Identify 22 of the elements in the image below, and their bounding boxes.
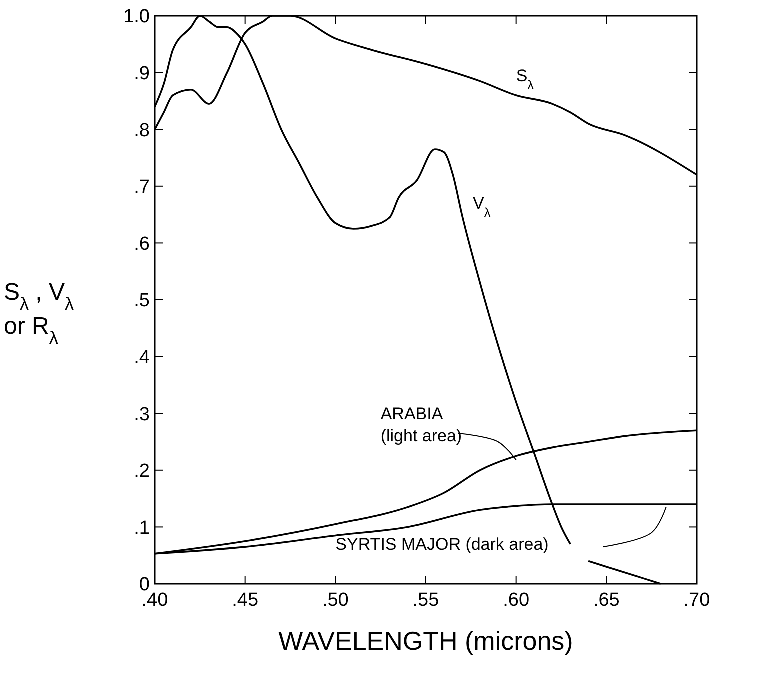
y-tick-label: 1.0 bbox=[124, 6, 150, 28]
series-label: V$_{λ}$ bbox=[472, 194, 492, 220]
x-tick-label: .55 bbox=[412, 590, 440, 611]
x-axis-title: WAVELENGTH (microns) bbox=[278, 626, 574, 656]
y-tick-label: .3 bbox=[134, 404, 150, 426]
y-tick-label: .2 bbox=[134, 461, 150, 482]
x-tick-label: .50 bbox=[322, 590, 349, 611]
series-label: ARABIA (light area) bbox=[380, 404, 462, 446]
y-tick-label: .9 bbox=[134, 63, 150, 84]
y-tick-label: .4 bbox=[134, 347, 150, 368]
y-tick-label: .8 bbox=[134, 120, 150, 142]
y-tick-label: .5 bbox=[134, 290, 150, 312]
y-axis-title: S$_{λ}$ , V$_{λ}$ or R$_{λ}$ bbox=[4, 279, 74, 348]
x-tick-label: .65 bbox=[593, 590, 620, 611]
x-tick-label: .70 bbox=[684, 590, 710, 611]
series-label: SYRTIS MAJOR (dark area) bbox=[336, 534, 549, 554]
series-label: S$_{λ}$ bbox=[516, 66, 535, 92]
x-tick-label: .60 bbox=[503, 590, 530, 611]
y-tick-label: .6 bbox=[134, 234, 150, 255]
x-tick-label: .45 bbox=[232, 590, 259, 611]
y-tick-label: .1 bbox=[134, 518, 150, 539]
y-tick-label: .7 bbox=[134, 177, 150, 198]
